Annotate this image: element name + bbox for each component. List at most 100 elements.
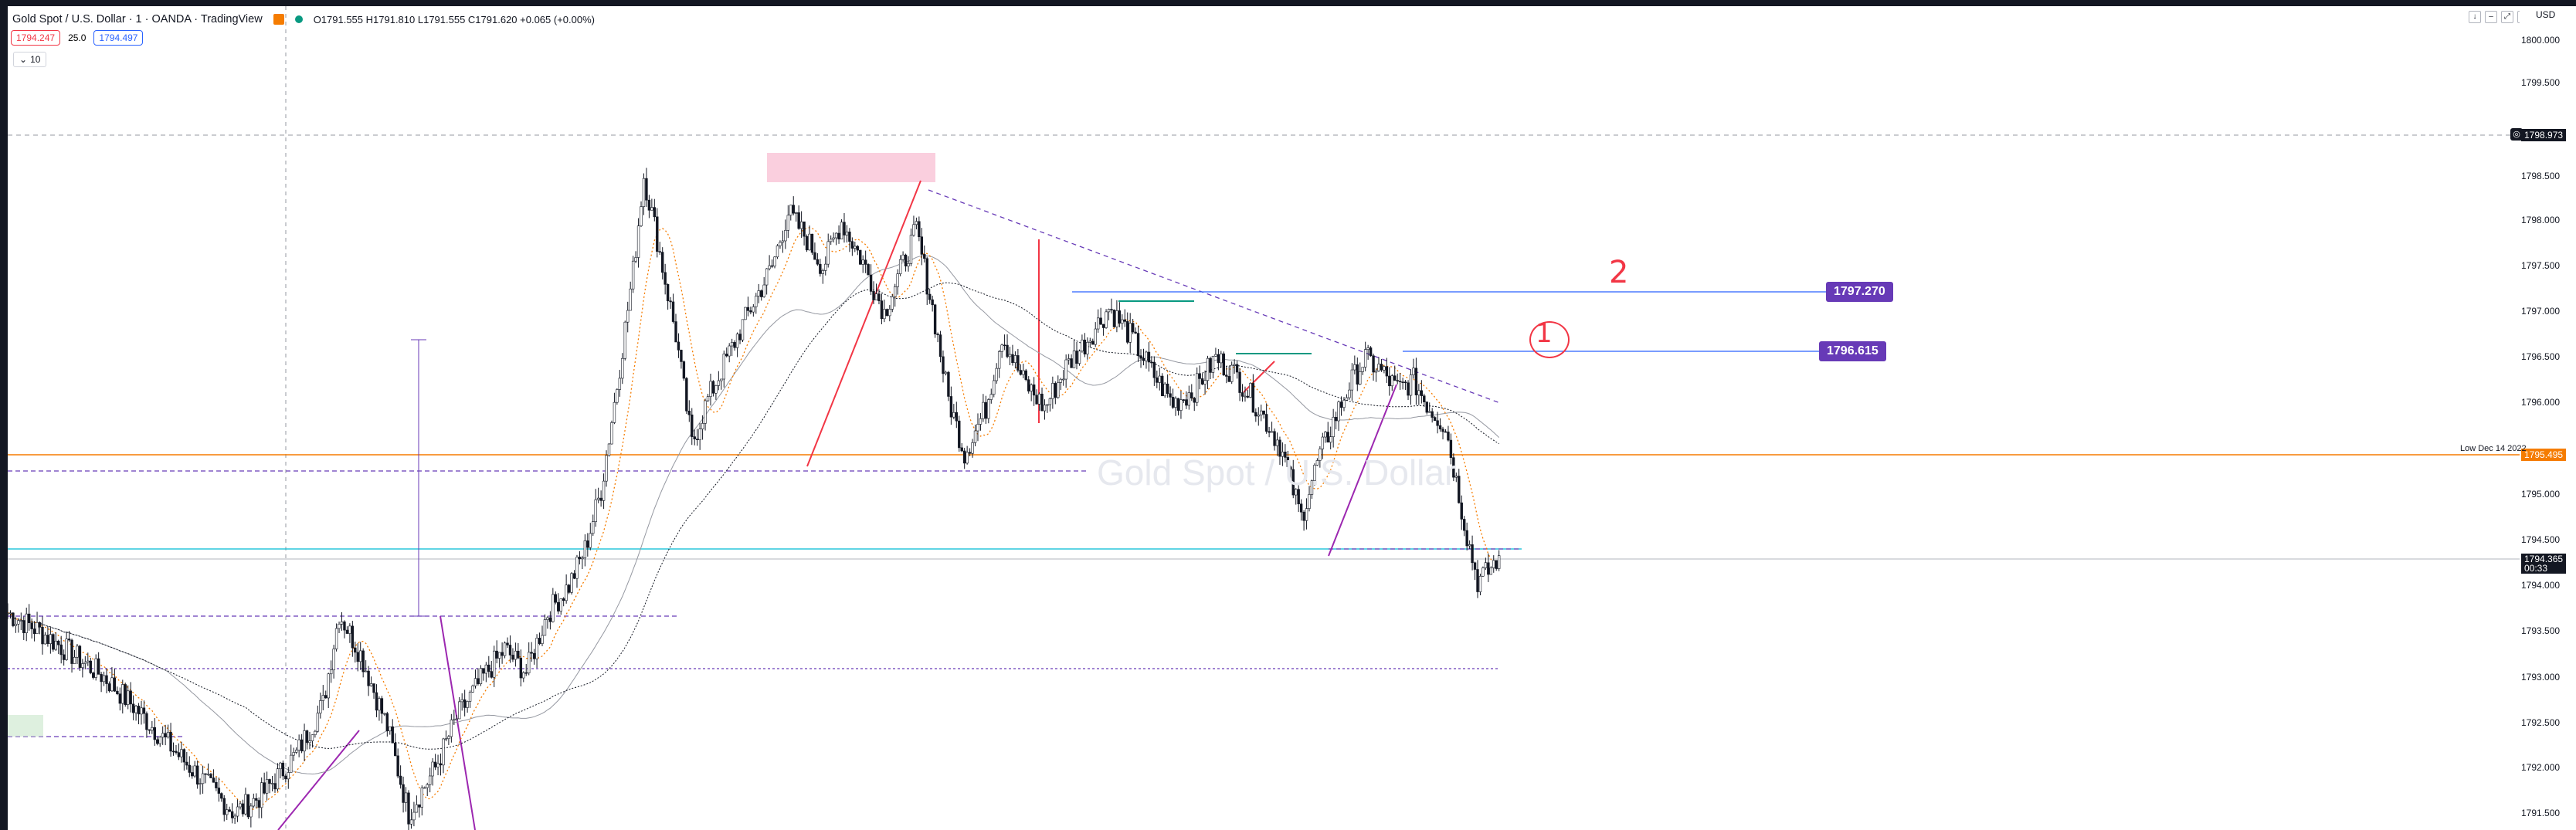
candle-body — [1369, 347, 1373, 357]
candle-body — [741, 319, 745, 340]
candle-body — [968, 452, 972, 454]
candle-body — [65, 639, 68, 660]
candle-body — [439, 763, 443, 766]
candle-body — [599, 497, 602, 501]
candle-body — [575, 557, 579, 579]
interval-label: 10 — [30, 54, 41, 65]
candle-body — [244, 794, 247, 815]
minus-box-icon[interactable]: – — [2485, 11, 2497, 23]
candle-body — [666, 284, 670, 302]
purple-swing-line-1[interactable] — [277, 730, 360, 830]
chart-canvas[interactable] — [8, 6, 2520, 830]
candle-body — [602, 480, 606, 501]
candle-body — [495, 650, 498, 659]
candle-body — [222, 798, 226, 815]
price-tick-label: 1798.000 — [2521, 215, 2561, 225]
candle-body — [1372, 355, 1375, 373]
level-2-price-label[interactable]: 1797.270 — [1826, 282, 1893, 302]
candle-body — [979, 418, 983, 425]
candle-body — [1246, 395, 1250, 398]
candle-body — [938, 334, 942, 357]
candle-body — [257, 800, 260, 808]
candle-body — [1235, 364, 1239, 373]
candle-body — [1032, 385, 1036, 396]
candle-body — [845, 232, 849, 235]
candle-body — [479, 668, 483, 684]
expand-icon[interactable]: ⤢ — [2501, 11, 2513, 23]
candle-body — [1441, 429, 1444, 432]
candle-body — [180, 749, 183, 757]
candle-body — [714, 385, 718, 394]
candle-body — [1196, 373, 1199, 403]
candle-body — [265, 779, 269, 794]
candle-body — [733, 342, 736, 348]
currency-label[interactable]: USD — [2536, 9, 2556, 20]
supply-zone-rect[interactable] — [767, 153, 935, 182]
handwritten-number-2[interactable]: 2 — [1609, 255, 1629, 290]
candle-body — [1489, 567, 1493, 575]
candle-body — [562, 598, 565, 601]
candle-body — [1497, 555, 1501, 569]
bid-ask-panel: 1794.247 25.0 1794.497 — [11, 30, 144, 46]
crosshair-target-icon[interactable]: ◎ — [2510, 128, 2523, 141]
candle-body — [220, 793, 223, 799]
symbol-title[interactable]: Gold Spot / U.S. Dollar · 1 · OANDA · Tr… — [12, 13, 263, 25]
candle-body — [1329, 436, 1332, 443]
candle-body — [1409, 374, 1413, 396]
candle-body — [1094, 328, 1097, 345]
candle-body — [1308, 494, 1311, 509]
candle-body — [746, 307, 750, 311]
candle-body — [228, 809, 231, 812]
candle-body — [920, 236, 924, 255]
candle-body — [1203, 380, 1207, 385]
candle-body — [966, 452, 969, 464]
handwritten-number-1[interactable]: 1 — [1536, 318, 1553, 349]
candle-body — [497, 652, 501, 659]
purple-swing-line-2[interactable] — [440, 615, 476, 830]
candle-body — [1481, 567, 1485, 577]
purple-swing-line-3[interactable] — [1328, 384, 1397, 557]
red-swing-line-1[interactable] — [806, 180, 921, 467]
candle-body — [1112, 310, 1116, 327]
level-1-price-label[interactable]: 1796.615 — [1819, 341, 1886, 361]
candle-body — [188, 764, 191, 773]
candle-body — [1326, 432, 1329, 443]
candle-body — [618, 378, 622, 390]
candle-body — [749, 310, 752, 313]
candle-body — [1013, 355, 1017, 364]
current-price-value: 1794.365 — [2524, 554, 2564, 564]
candle-body — [1345, 397, 1349, 401]
candle-body — [329, 669, 333, 675]
bid-price-button[interactable]: 1794.247 — [11, 30, 61, 46]
alert-price-label: 1798.973 — [2521, 129, 2567, 141]
candle-body — [78, 645, 82, 668]
candle-body — [1206, 357, 1210, 381]
candle-body — [380, 698, 384, 714]
candle-body — [268, 779, 271, 784]
candle-body — [1070, 358, 1073, 368]
candle-body — [859, 249, 862, 265]
candle-body — [1086, 341, 1089, 354]
candle-body — [193, 765, 196, 777]
interval-dropdown[interactable]: ⌄ 10 — [13, 52, 47, 67]
candle-body — [642, 178, 646, 207]
price-axis[interactable]: 1800.000 1799.500 1798.500 1798.000 1797.500… — [2520, 6, 2576, 830]
red-swing-line-3[interactable] — [1243, 361, 1275, 393]
candle-body — [294, 750, 298, 753]
candle-body — [233, 815, 236, 818]
candle-body — [805, 235, 809, 251]
circle-annotation[interactable] — [1529, 321, 1570, 358]
arrow-down-icon[interactable]: ↓ — [2469, 11, 2481, 23]
candle-body — [316, 713, 320, 732]
demand-zone-rect[interactable] — [8, 715, 43, 737]
left-toolbar-strip — [0, 6, 8, 830]
ask-price-button[interactable]: 1794.497 — [93, 30, 144, 46]
candle-body — [506, 642, 509, 645]
candle-body — [1366, 347, 1369, 350]
candle-body — [1254, 412, 1257, 417]
candle-body — [418, 804, 421, 808]
price-tick-label: 1799.500 — [2521, 77, 2561, 88]
candle-series[interactable] — [8, 168, 1501, 830]
candle-body — [1363, 349, 1367, 368]
candle-body — [433, 761, 437, 767]
